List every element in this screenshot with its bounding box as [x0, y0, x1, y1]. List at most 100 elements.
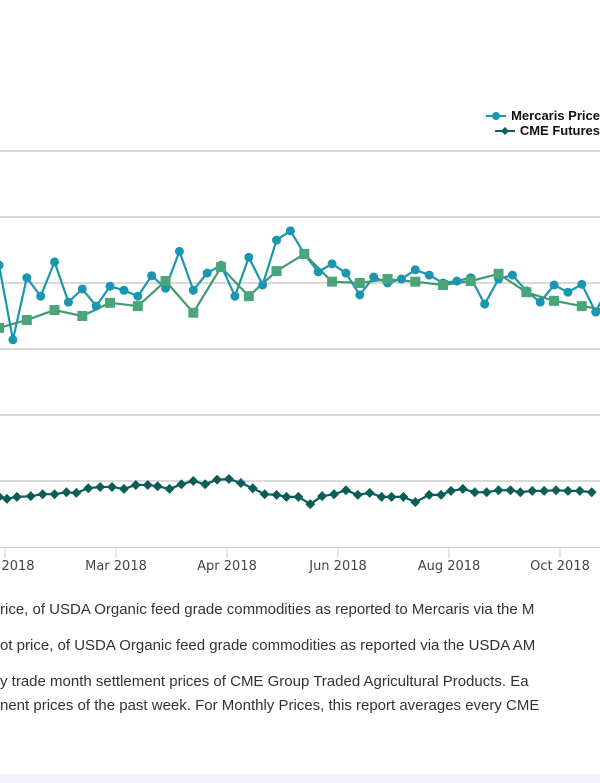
- data-point-square: [465, 276, 476, 287]
- data-point-circle: [188, 285, 198, 295]
- data-point-square: [49, 305, 60, 316]
- price-chart: [0, 150, 600, 558]
- description-cme-line2: nent prices of the past week. For Monthl…: [0, 697, 540, 714]
- data-point-diamond: [436, 489, 447, 500]
- legend-item-mercaris[interactable]: Mercaris Price: [486, 108, 600, 123]
- data-point-circle: [147, 271, 157, 281]
- data-point-diamond: [281, 491, 292, 502]
- data-point-circle: [591, 307, 600, 317]
- data-point-circle: [452, 276, 462, 286]
- description-usda: ot price, of USDA Organic feed grade com…: [0, 637, 536, 654]
- x-tick-label: Jun 2018: [309, 559, 367, 574]
- data-point-diamond: [235, 477, 246, 488]
- data-point-diamond: [107, 481, 118, 492]
- data-point-circle: [230, 291, 240, 301]
- data-point-square: [271, 266, 282, 277]
- data-point-diamond: [247, 483, 258, 494]
- data-point-circle: [50, 257, 60, 267]
- diamond-marker-icon: [494, 126, 515, 135]
- data-point-circle: [77, 284, 87, 294]
- data-point-square: [576, 301, 587, 312]
- data-point-square: [0, 322, 5, 333]
- data-point-diamond: [493, 485, 504, 496]
- legend-item-cme[interactable]: CME Futures: [494, 123, 600, 138]
- data-point-diamond: [212, 474, 223, 485]
- data-point-diamond: [586, 487, 597, 498]
- data-point-diamond: [37, 489, 48, 500]
- data-point-circle: [0, 260, 4, 270]
- x-tick-label: 2018: [1, 559, 35, 574]
- data-point-circle: [272, 235, 282, 245]
- data-point-circle: [22, 273, 32, 283]
- data-point-diamond: [340, 485, 351, 496]
- data-point-circle: [258, 280, 268, 290]
- legend-label-mercaris: Mercaris Price: [511, 108, 600, 123]
- data-point-diamond: [176, 479, 187, 490]
- data-point-diamond: [445, 485, 456, 496]
- data-point-square: [438, 279, 449, 290]
- description-mercaris: rice, of USDA Organic feed grade commodi…: [0, 601, 535, 618]
- data-point-circle: [563, 287, 573, 297]
- data-point-square: [493, 268, 504, 279]
- data-point-diamond: [481, 487, 492, 498]
- data-point-diamond: [142, 479, 153, 490]
- data-point-square: [105, 297, 116, 308]
- data-point-diamond: [95, 481, 106, 492]
- data-point-circle: [8, 335, 18, 345]
- data-point-square: [354, 278, 365, 288]
- data-point-diamond: [386, 491, 397, 502]
- data-point-circle: [285, 226, 295, 236]
- series-line-2: [0, 477, 592, 506]
- data-point-circle: [480, 299, 490, 309]
- data-point-diamond: [200, 479, 211, 490]
- data-point-diamond: [398, 491, 409, 502]
- x-tick-label: Aug 2018: [417, 559, 481, 574]
- data-point-diamond: [164, 483, 175, 494]
- data-point-circle: [341, 268, 351, 278]
- data-point-circle: [105, 281, 115, 291]
- data-point-square: [160, 276, 171, 287]
- data-point-square: [21, 314, 32, 325]
- data-point-diamond: [0, 492, 5, 501]
- data-point-diamond: [49, 489, 60, 500]
- series-line-1: [0, 252, 600, 329]
- data-point-circle: [355, 290, 365, 300]
- data-point-square: [132, 301, 143, 312]
- data-point-square: [410, 276, 421, 287]
- series-line-0: [0, 229, 600, 341]
- data-point-diamond: [352, 489, 363, 500]
- data-point-diamond: [305, 499, 316, 510]
- data-point-diamond: [259, 489, 270, 500]
- data-point-diamond: [574, 485, 585, 496]
- data-point-diamond: [469, 487, 480, 498]
- data-point-square: [549, 295, 560, 306]
- data-point-diamond: [61, 487, 72, 498]
- description-cme-line1: y trade month settlement prices of CME G…: [0, 673, 529, 690]
- data-point-circle: [119, 285, 129, 295]
- data-point-square: [243, 291, 254, 302]
- x-tick-label: Oct 2018: [530, 559, 590, 574]
- data-point-diamond: [424, 489, 435, 500]
- data-point-square: [382, 274, 393, 285]
- data-point-circle: [327, 259, 337, 269]
- footer-strip: [0, 774, 600, 783]
- data-point-diamond: [457, 483, 468, 494]
- data-point-diamond: [25, 491, 36, 502]
- data-point-diamond: [223, 474, 234, 485]
- data-point-diamond: [410, 497, 421, 508]
- data-point-circle: [369, 272, 379, 282]
- data-point-circle: [410, 265, 420, 275]
- data-point-diamond: [364, 487, 375, 498]
- data-point-circle: [535, 297, 545, 307]
- data-point-diamond: [1, 493, 12, 504]
- data-point-square: [77, 311, 88, 321]
- data-point-circle: [174, 246, 184, 256]
- data-point-square: [521, 287, 532, 298]
- data-point-circle: [244, 252, 254, 262]
- data-point-diamond: [83, 483, 94, 494]
- data-point-square: [327, 276, 338, 287]
- data-point-circle: [161, 283, 171, 293]
- data-point-circle: [202, 268, 212, 278]
- data-point-circle: [63, 297, 73, 307]
- x-tick-label: Apr 2018: [197, 559, 257, 574]
